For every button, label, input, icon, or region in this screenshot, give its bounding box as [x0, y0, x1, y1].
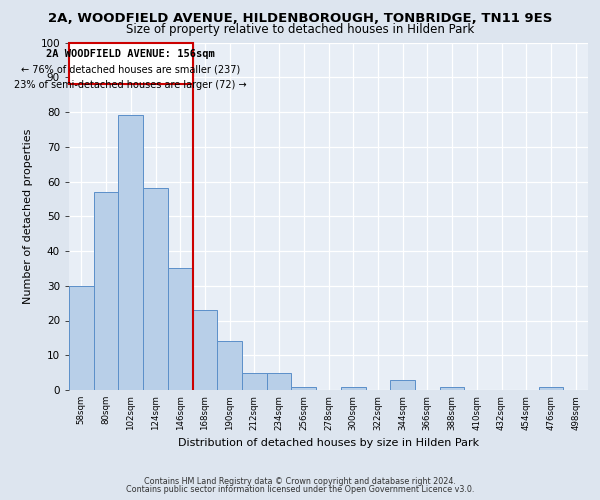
- Bar: [143, 188, 168, 390]
- Bar: [193, 310, 217, 390]
- Bar: [118, 116, 143, 390]
- Bar: [242, 372, 267, 390]
- Bar: [539, 386, 563, 390]
- Bar: [94, 192, 118, 390]
- Bar: [440, 386, 464, 390]
- Text: Size of property relative to detached houses in Hilden Park: Size of property relative to detached ho…: [126, 22, 474, 36]
- FancyBboxPatch shape: [69, 42, 193, 84]
- Bar: [217, 342, 242, 390]
- Bar: [341, 386, 365, 390]
- Bar: [390, 380, 415, 390]
- Text: Contains HM Land Registry data © Crown copyright and database right 2024.: Contains HM Land Registry data © Crown c…: [144, 477, 456, 486]
- Bar: [292, 386, 316, 390]
- Bar: [267, 372, 292, 390]
- Y-axis label: Number of detached properties: Number of detached properties: [23, 128, 34, 304]
- Text: Contains public sector information licensed under the Open Government Licence v3: Contains public sector information licen…: [126, 485, 474, 494]
- Text: 2A WOODFIELD AVENUE: 156sqm: 2A WOODFIELD AVENUE: 156sqm: [46, 49, 215, 59]
- X-axis label: Distribution of detached houses by size in Hilden Park: Distribution of detached houses by size …: [178, 438, 479, 448]
- Text: 2A, WOODFIELD AVENUE, HILDENBOROUGH, TONBRIDGE, TN11 9ES: 2A, WOODFIELD AVENUE, HILDENBOROUGH, TON…: [48, 12, 552, 26]
- Bar: [69, 286, 94, 390]
- Text: 23% of semi-detached houses are larger (72) →: 23% of semi-detached houses are larger (…: [14, 80, 247, 90]
- Text: ← 76% of detached houses are smaller (237): ← 76% of detached houses are smaller (23…: [21, 64, 241, 74]
- Bar: [168, 268, 193, 390]
